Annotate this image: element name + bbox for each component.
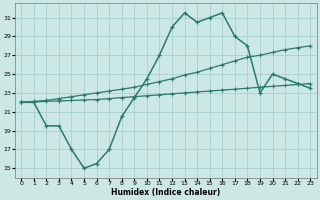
X-axis label: Humidex (Indice chaleur): Humidex (Indice chaleur) — [111, 188, 220, 197]
